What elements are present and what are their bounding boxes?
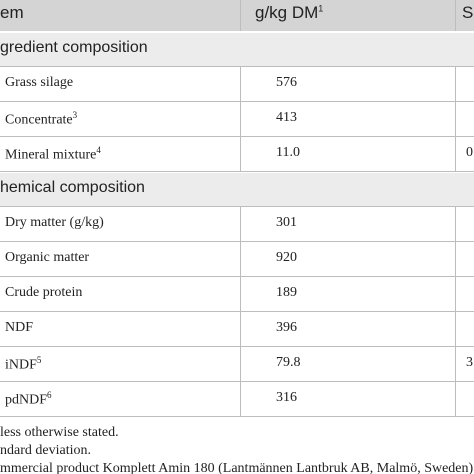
row-value-text: 920 [276,250,297,265]
row-value-text: 189 [276,285,297,300]
section-title-text: gredient composition [0,39,148,56]
column-border [455,101,456,136]
row-border [0,346,474,347]
column-border [455,276,456,311]
row-label-text: Organic matter [5,250,90,265]
header-cell-text: g/kg DM [255,3,319,22]
footnote: less otherwise stated. [0,425,119,441]
row-border [0,66,474,67]
row-border [0,276,474,277]
column-border [455,311,456,346]
row-label: pdNDF6 [5,390,52,409]
row-value-text: 79.8 [276,355,301,370]
section-title-text: hemical composition [0,179,145,196]
column-border [240,276,241,311]
row-value: 79.8 [276,355,301,371]
row-label-sup: 4 [96,145,101,155]
row-border [0,241,474,242]
row-value-text: 396 [276,320,297,335]
row-border [0,381,474,382]
row-label-text: Crude protein [5,285,83,300]
footnote-text: less otherwise stated. [0,425,119,440]
row-value-text: 316 [276,390,297,405]
column-border [240,66,241,101]
section-title: gredient composition [0,39,148,57]
row-value: 11.0 [276,145,300,161]
row-label-text: Grass silage [5,75,74,90]
row-border [0,136,474,137]
header-cell-text: em [0,3,24,22]
row-border [0,171,474,172]
row-value: 301 [276,215,297,231]
column-border [240,101,241,136]
row-value-text: 301 [276,215,297,230]
column-border [240,206,241,241]
row-value: 920 [276,250,297,266]
footnote-text: ndard deviation. [0,443,91,458]
row-extra: 0 [466,145,473,161]
row-value-text: 576 [276,75,297,90]
row-label-sup: 3 [72,110,78,120]
row-label: NDF [5,320,33,336]
header-cell: em [0,3,24,23]
row-value: 396 [276,320,297,336]
section-row [0,173,474,206]
header-row [0,0,474,31]
footnote: mmercial product Komplett Amin 180 (Lant… [0,461,473,474]
column-border [455,346,456,381]
header-cell: S [462,3,473,23]
row-label: Organic matter [5,250,89,266]
column-border [240,0,241,31]
section-title: hemical composition [0,179,145,197]
row-label-text: NDF [5,320,34,335]
section-row [0,33,474,66]
row-value: 413 [276,110,297,126]
column-border [240,346,241,381]
column-border [240,136,241,171]
row-label-sup: 6 [47,390,52,400]
column-border [240,311,241,346]
row-label: iNDF5 [5,355,41,374]
row-value: 316 [276,390,297,406]
row-extra-text: 0 [466,145,473,160]
row-label-text: Concentrate [5,112,73,128]
row-value-text: 413 [276,110,297,125]
row-label-sup: 5 [36,355,42,365]
row-border [0,311,474,312]
row-label-text: pdNDF [5,392,48,408]
header-cell-sup: 1 [318,3,324,14]
column-border [455,381,456,416]
row-border [0,416,474,417]
column-border [455,136,456,171]
column-border [240,241,241,276]
row-label-text: Mineral mixture [5,147,97,163]
row-label: Mineral mixture4 [5,145,101,164]
footnote: ndard deviation. [0,443,91,459]
row-label: Crude protein [5,285,82,301]
row-value: 576 [276,75,297,91]
row-label: Grass silage [5,75,73,91]
row-extra: 3 [466,355,473,371]
row-border [0,101,474,102]
row-label-text: Dry matter (g/kg) [5,215,104,230]
header-cell: g/kg DM1 [255,3,323,23]
column-border [455,0,456,31]
row-value-text: 11.0 [276,145,300,160]
row-label: Dry matter (g/kg) [5,215,104,231]
column-border [455,66,456,101]
row-border [0,206,474,207]
footnote-text: mmercial product Komplett Amin 180 (Lant… [0,461,474,474]
column-border [455,241,456,276]
row-label-text: iNDF [5,357,37,373]
row-extra-text: 3 [466,355,473,370]
header-cell-text: S [462,3,474,22]
column-border [455,206,456,241]
row-label: Concentrate3 [5,110,77,129]
column-border [240,381,241,416]
row-value: 189 [276,285,297,301]
